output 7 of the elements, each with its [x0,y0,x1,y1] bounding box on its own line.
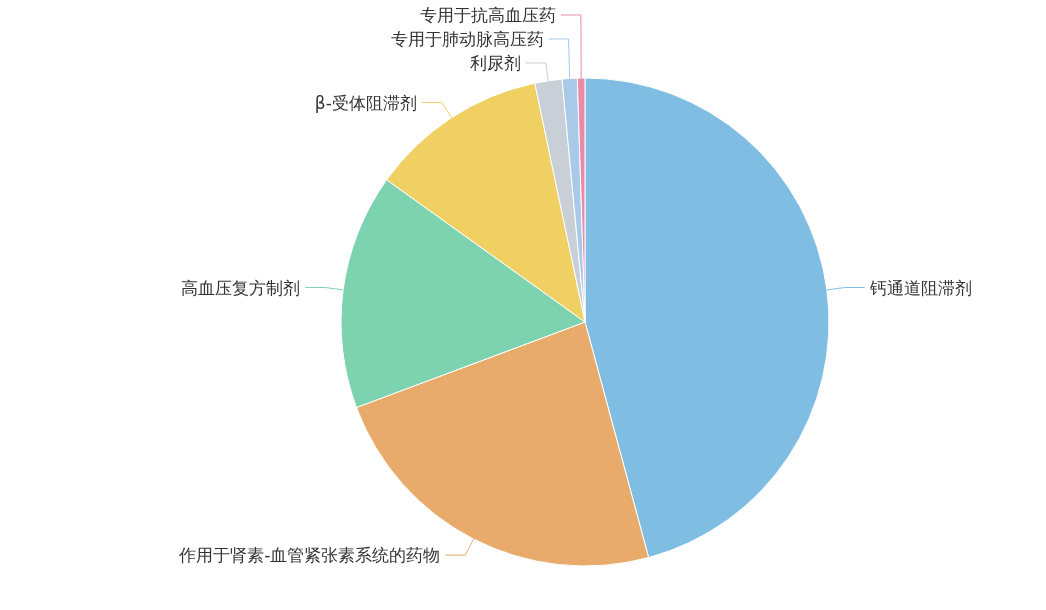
slice-label: 高血压复方制剂 [181,277,301,298]
slice-label: 专用于抗高血压药 [419,4,556,25]
slice-label: 利尿剂 [469,52,521,73]
slice-label: β-受体阻滞剂 [314,92,417,113]
slice-label: 专用于肺动脉高压药 [390,28,544,49]
slice-label: 作用于肾素-血管紧张素系统的药物 [178,545,441,566]
slice-label: 钙通道阻滞剂 [868,277,972,298]
